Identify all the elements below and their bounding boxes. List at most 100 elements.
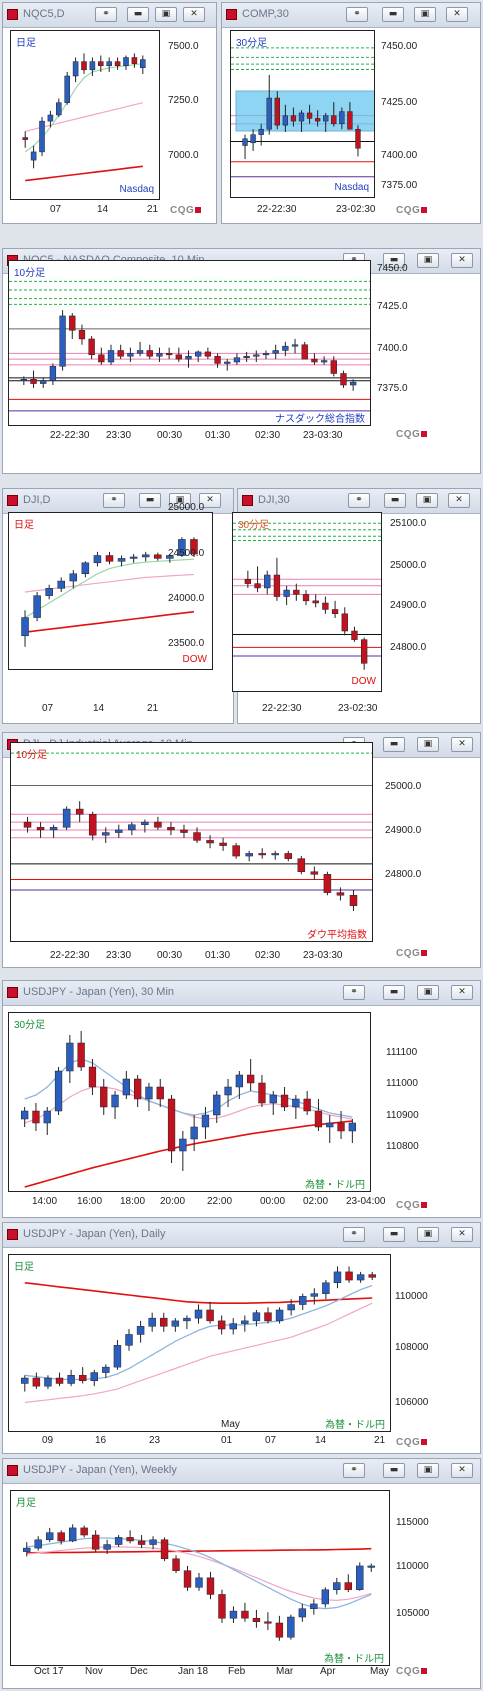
timeframe-label: 月足 <box>16 1498 36 1509</box>
chart-plot-djid[interactable] <box>8 512 213 670</box>
close-button[interactable]: ✕ <box>451 1463 473 1478</box>
y-tick-label: 7500.0 <box>168 41 199 52</box>
candle-body <box>254 583 261 589</box>
candle-body <box>312 600 319 604</box>
chart-plot-dji30[interactable] <box>232 512 382 692</box>
candle-body <box>233 357 241 363</box>
candle <box>194 1304 203 1324</box>
minimize-button[interactable]: ▬ <box>383 985 405 1000</box>
link-button[interactable]: ⚭ <box>343 985 365 1000</box>
instrument-label: 為替・ドル円 <box>325 1420 385 1431</box>
candle <box>78 324 86 345</box>
candle <box>59 310 66 371</box>
chart-plot-usd30[interactable] <box>8 1012 371 1192</box>
candle-body <box>59 315 66 367</box>
close-button[interactable]: ✕ <box>183 7 205 22</box>
close-button[interactable]: ✕ <box>451 1227 473 1242</box>
candle-body <box>344 1582 352 1590</box>
close-button[interactable]: ✕ <box>451 737 473 752</box>
candle <box>298 110 305 132</box>
maximize-button[interactable]: ▣ <box>416 493 438 508</box>
candle <box>183 1315 191 1330</box>
candle-body <box>129 556 138 559</box>
candle-body <box>241 1610 249 1619</box>
close-button[interactable]: ✕ <box>451 985 473 1000</box>
candle-body <box>229 1323 237 1330</box>
candle <box>368 1271 376 1281</box>
x-tick-label: Oct 17 <box>34 1666 64 1677</box>
candle <box>32 1103 40 1131</box>
candle <box>301 341 308 360</box>
y-tick-label: 25100.0 <box>390 518 427 529</box>
candle <box>266 74 272 135</box>
candle-body <box>62 808 71 828</box>
candle-body <box>106 61 112 66</box>
candle <box>88 336 95 360</box>
link-button[interactable]: ⚭ <box>103 493 125 508</box>
instrument-label: ダウ平均指数 <box>307 930 367 941</box>
candle <box>89 57 96 76</box>
y-tick-label: 24900.0 <box>385 825 422 836</box>
chart-plot-comp30[interactable] <box>230 30 375 198</box>
candle-body <box>201 1114 210 1128</box>
y-tick-label: 105000 <box>396 1608 430 1619</box>
candle <box>206 1571 215 1600</box>
close-button[interactable]: ✕ <box>451 253 473 268</box>
candle <box>323 112 329 132</box>
maximize-button[interactable]: ▣ <box>417 1227 439 1242</box>
maximize-button[interactable]: ▣ <box>417 253 439 268</box>
maximize-button[interactable]: ▣ <box>417 985 439 1000</box>
chart-plot-usdw[interactable] <box>10 1490 390 1666</box>
link-button[interactable]: ⚭ <box>343 1463 365 1478</box>
maximize-button[interactable]: ▣ <box>155 7 177 22</box>
candle <box>128 822 136 836</box>
maximize-button[interactable]: ▣ <box>414 7 436 22</box>
cqg-logo: CQG <box>396 948 428 959</box>
candle <box>145 1083 153 1111</box>
minimize-button[interactable]: ▬ <box>382 7 404 22</box>
minimize-button[interactable]: ▬ <box>384 493 406 508</box>
link-button[interactable]: ⚭ <box>95 7 117 22</box>
minimize-button[interactable]: ▬ <box>139 493 161 508</box>
close-button[interactable]: ✕ <box>446 7 468 22</box>
close-button[interactable]: ✕ <box>199 493 221 508</box>
link-button[interactable]: ⚭ <box>346 7 368 22</box>
minimize-button[interactable]: ▬ <box>127 7 149 22</box>
instrument-label: DOW <box>182 654 207 665</box>
candle-body <box>291 344 299 347</box>
minimize-button[interactable]: ▬ <box>383 737 405 752</box>
chart-plot-usdd[interactable] <box>8 1254 391 1432</box>
minimize-button[interactable]: ▬ <box>383 253 405 268</box>
candle-body <box>224 1086 232 1096</box>
y-tick-label: 7425.0 <box>377 301 408 312</box>
candle-body <box>333 1582 341 1590</box>
minimize-button[interactable]: ▬ <box>383 1227 405 1242</box>
candle <box>68 1524 77 1543</box>
link-button[interactable]: ⚭ <box>343 1227 365 1242</box>
candle-body <box>280 1094 289 1108</box>
candle-body <box>154 821 162 828</box>
title-bar: USDJPY - Japan (Yen), Weekly ⚭ ▬ ▣ ✕ <box>3 1459 480 1484</box>
maximize-button[interactable]: ▣ <box>417 1463 439 1478</box>
chart-plot-nqc5m[interactable] <box>8 260 371 426</box>
chart-svg <box>21 1266 376 1404</box>
instrument-label: Nasdaq <box>334 182 369 193</box>
cqg-logo: CQG <box>396 1200 428 1211</box>
candle <box>293 583 300 601</box>
chart-plot-nqc5d[interactable] <box>10 30 160 200</box>
maximize-button[interactable]: ▣ <box>169 493 191 508</box>
cqg-logo-text: CQG <box>396 1437 421 1448</box>
highlight-box <box>235 90 374 132</box>
candle-body <box>137 1540 146 1545</box>
candle <box>224 1079 232 1107</box>
close-button[interactable]: ✕ <box>448 493 470 508</box>
candle-body <box>331 609 339 615</box>
candle <box>310 1599 318 1615</box>
chart-plot-djim[interactable] <box>10 742 373 942</box>
candle <box>175 347 182 362</box>
maximize-button[interactable]: ▣ <box>417 737 439 752</box>
minimize-button[interactable]: ▬ <box>383 1463 405 1478</box>
y-tick-label: 115000 <box>396 1517 429 1528</box>
x-tick-label: Dec <box>130 1666 148 1677</box>
link-button[interactable]: ⚭ <box>348 493 370 508</box>
